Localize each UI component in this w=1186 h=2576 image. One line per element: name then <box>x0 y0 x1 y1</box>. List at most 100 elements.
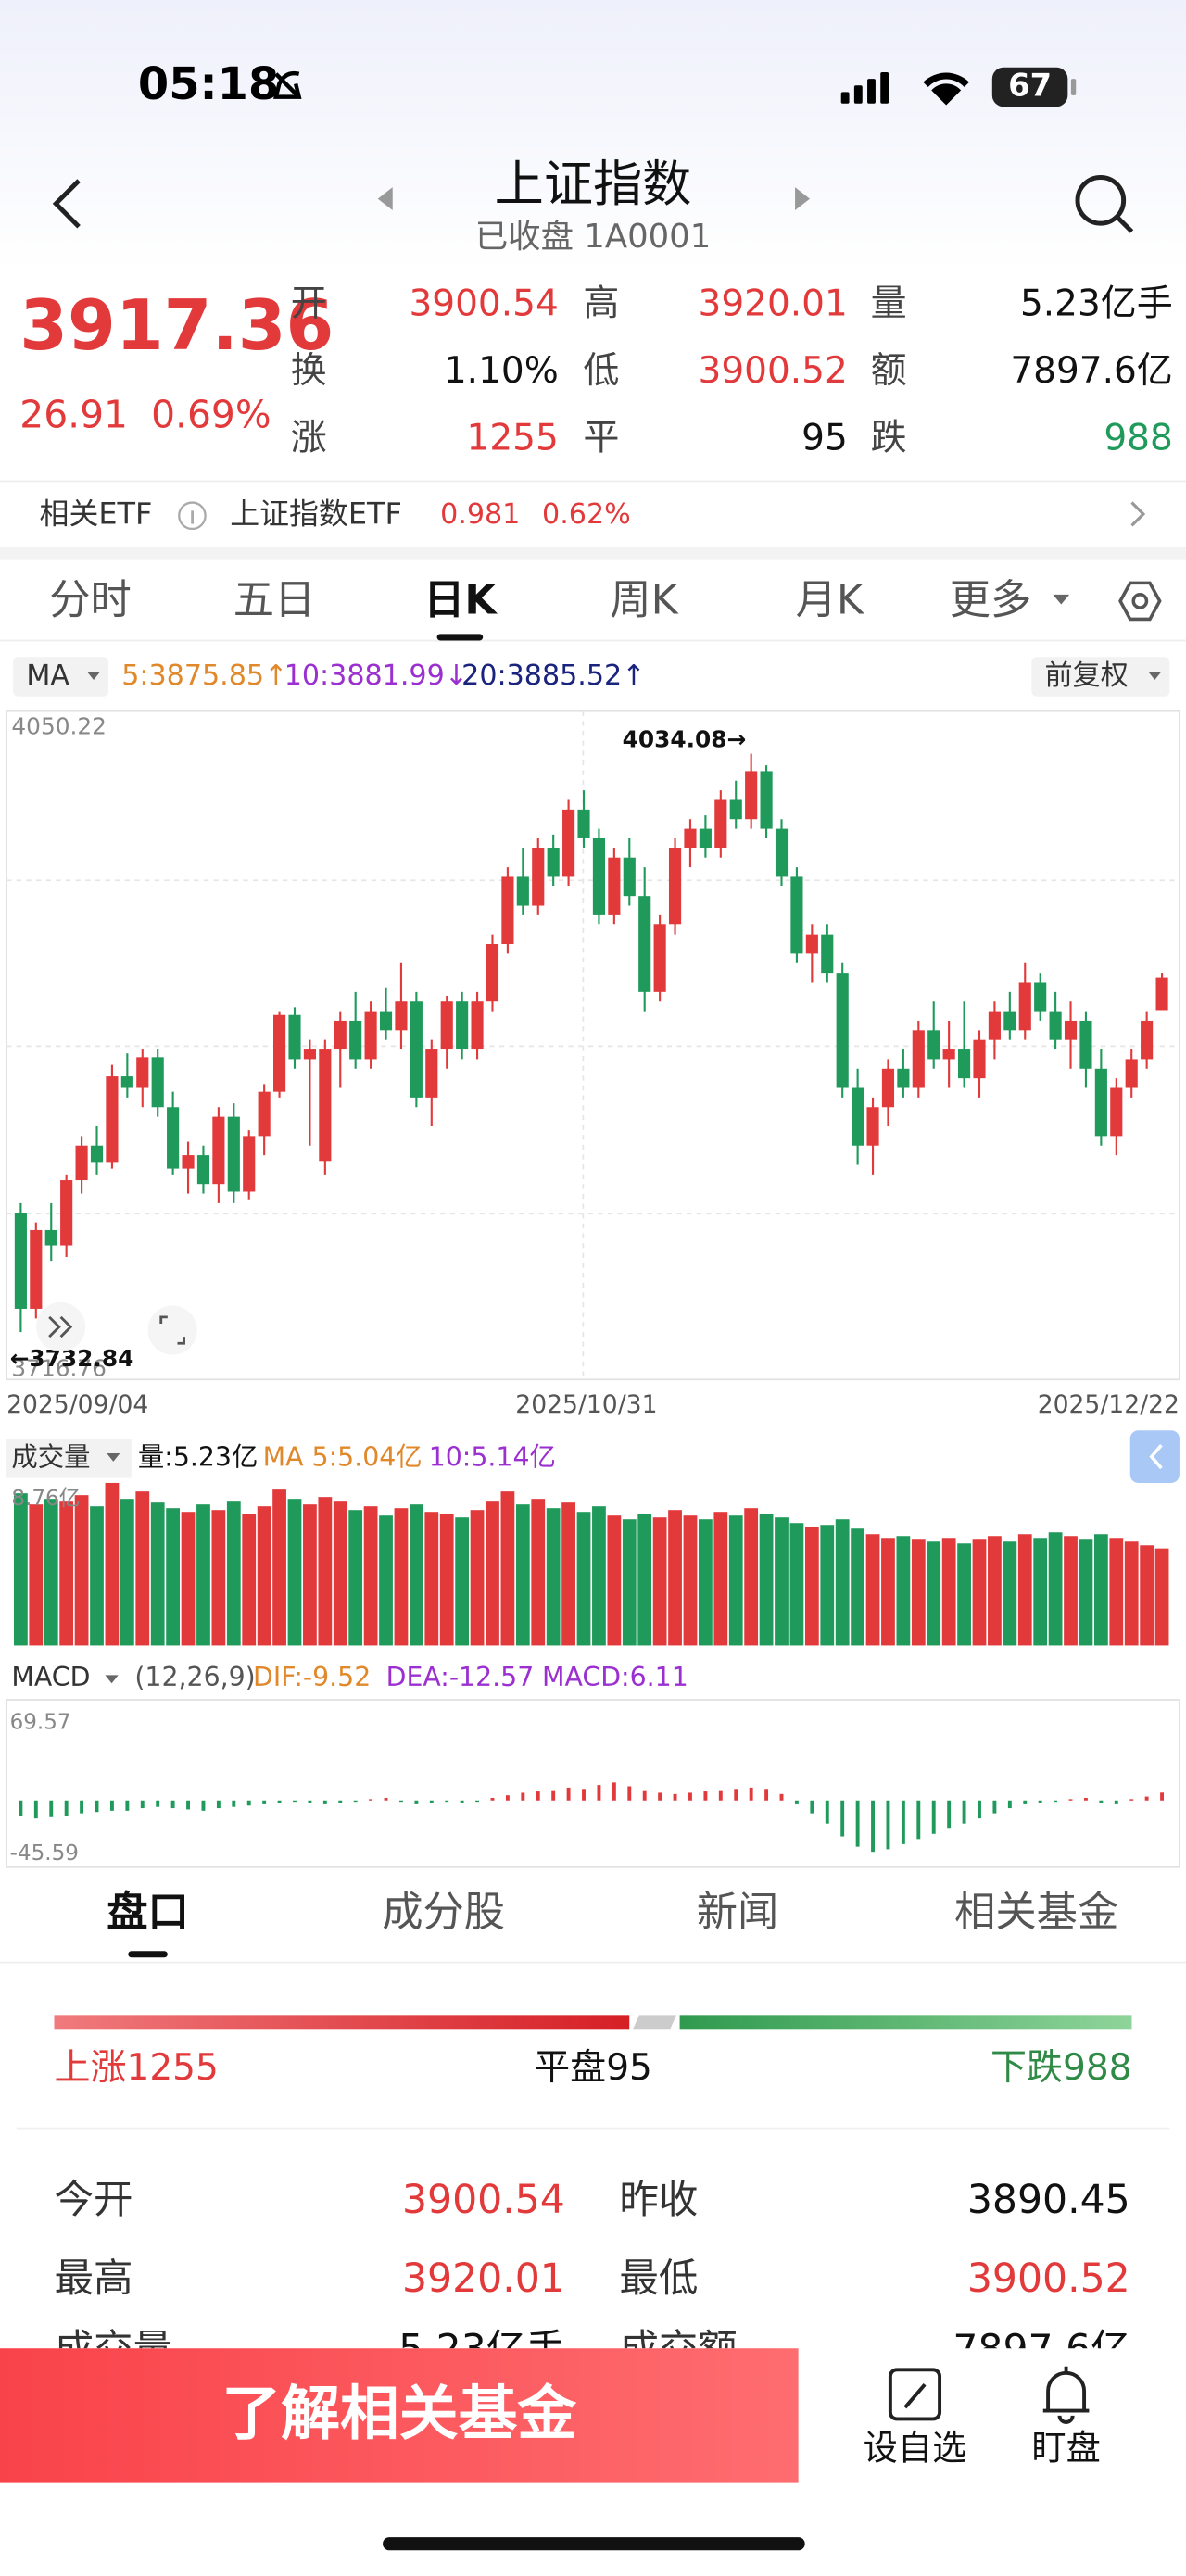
macd-bar <box>414 1800 419 1804</box>
volume-bar <box>668 1510 682 1646</box>
volume-bar <box>957 1543 971 1646</box>
volume-bar <box>44 1499 58 1646</box>
macd-bar <box>749 1787 753 1801</box>
candle-body <box>75 1145 88 1181</box>
side-tab[interactable] <box>1129 1430 1180 1483</box>
detail-tab[interactable]: 相关基金 <box>954 1889 1118 1936</box>
ma-label[interactable]: MA <box>26 660 69 692</box>
volume-bar <box>1048 1532 1063 1646</box>
field-label: 今开 <box>55 2178 133 2223</box>
back-button[interactable] <box>52 179 81 229</box>
macd-bar <box>353 1800 358 1803</box>
candle-body <box>167 1107 180 1169</box>
volume-value: 量:5.23亿 <box>138 1441 258 1472</box>
monitor-icon[interactable] <box>1042 2366 1090 2424</box>
period-tab[interactable]: 更多 <box>950 577 1032 624</box>
watch-icon[interactable] <box>888 2368 942 2421</box>
stat-label: 换 <box>291 350 327 392</box>
macd-bar <box>658 1792 662 1801</box>
candle-body <box>668 848 682 925</box>
candle-body <box>1003 1011 1016 1031</box>
volume-bar <box>713 1512 728 1646</box>
monitor-label[interactable]: 盯盘 <box>1031 2428 1100 2469</box>
candle-body <box>196 1155 210 1185</box>
candle-body <box>760 771 773 829</box>
macd-bar <box>627 1786 632 1801</box>
macd-bar <box>962 1800 966 1824</box>
macd-bar <box>794 1800 799 1804</box>
stat-value: 5.23亿手 <box>1020 283 1173 324</box>
adjust-selector[interactable] <box>1031 657 1170 697</box>
breadth-up <box>54 2015 630 2030</box>
volume-bar <box>90 1506 104 1646</box>
macd-bar <box>186 1800 190 1810</box>
search-button[interactable] <box>1075 175 1134 233</box>
candle-body <box>288 1014 301 1060</box>
macd-bar <box>779 1793 784 1801</box>
period-tab[interactable]: 周K <box>610 577 678 624</box>
prev-index[interactable] <box>377 187 393 210</box>
macd-bar <box>33 1800 38 1819</box>
volume-bar <box>851 1528 865 1646</box>
adjust-arrow <box>1148 672 1162 681</box>
etf-name[interactable]: 上证指数ETF <box>230 496 402 532</box>
candle-body <box>912 1030 925 1088</box>
low-annotation: ←3732.84 <box>10 1345 134 1372</box>
candle-body <box>410 1001 423 1098</box>
macd-bar <box>947 1800 952 1829</box>
ma-arrow <box>86 672 101 681</box>
period-tab[interactable]: 五日 <box>233 577 316 624</box>
field-value: 3890.45 <box>967 2178 1130 2223</box>
settings-button[interactable] <box>1118 581 1162 622</box>
macd-dea: DEA:-12.57 <box>386 1662 535 1692</box>
macd-label[interactable]: MACD <box>11 1662 90 1692</box>
more-arrow[interactable] <box>1053 594 1070 605</box>
watch-label[interactable]: 设自选 <box>864 2428 967 2469</box>
macd-min-label: -45.59 <box>10 1841 79 1866</box>
macd-bar <box>140 1800 145 1809</box>
macd-bar <box>521 1792 525 1801</box>
macd-bar <box>338 1800 343 1803</box>
kline-marks: 4050.22 3716.76 4034.08→ ←3732.84 <box>10 712 1168 1382</box>
status-time: 05:18 <box>138 59 279 110</box>
next-index[interactable] <box>795 187 811 210</box>
fund-button-label[interactable]: 了解相关基金 <box>221 2380 576 2448</box>
stat-label: 跌 <box>871 418 907 459</box>
breadth-flat <box>632 2015 677 2030</box>
detail-tab[interactable]: 盘口 <box>107 1889 189 1936</box>
ma-selector[interactable] <box>13 657 109 697</box>
info-icon[interactable] <box>178 501 207 531</box>
volume-bar <box>988 1536 1002 1646</box>
period-tab[interactable]: 日K <box>423 577 498 624</box>
volume-bar <box>1124 1541 1139 1646</box>
volume-label[interactable]: 成交量 <box>11 1441 90 1472</box>
candle-body <box>1064 1020 1078 1040</box>
volume-bar <box>211 1510 226 1646</box>
volume-bar <box>911 1539 926 1646</box>
macd-bar <box>978 1800 981 1819</box>
unchanged-label: 平盘 <box>534 2046 606 2088</box>
volume-max-label: 8.76亿 <box>11 1487 80 1511</box>
adjust-label[interactable]: 前复权 <box>1045 660 1129 692</box>
tab-indicator <box>128 1951 168 1958</box>
chart-controls[interactable] <box>36 1301 197 1355</box>
fund-button[interactable] <box>0 2348 799 2483</box>
macd-bar <box>718 1790 723 1801</box>
period-tab[interactable]: 分时 <box>49 577 132 624</box>
detail-tab[interactable]: 新闻 <box>697 1889 779 1936</box>
volume-bar <box>561 1502 575 1646</box>
volume-bar <box>14 1493 28 1646</box>
etf-chevron[interactable] <box>1130 501 1146 527</box>
volume-selector[interactable] <box>6 1439 132 1478</box>
macd-bar <box>1054 1800 1058 1803</box>
candle-body <box>440 1001 453 1050</box>
battery-level: 67 <box>1008 68 1052 104</box>
candle-body <box>60 1180 73 1246</box>
candle-body <box>243 1136 256 1192</box>
candle-body <box>927 1030 940 1060</box>
candle-body <box>90 1145 104 1163</box>
volume-bar <box>424 1512 439 1646</box>
period-tab[interactable]: 月K <box>796 577 864 624</box>
detail-tab[interactable]: 成分股 <box>382 1889 505 1936</box>
candle-body <box>852 1087 864 1146</box>
